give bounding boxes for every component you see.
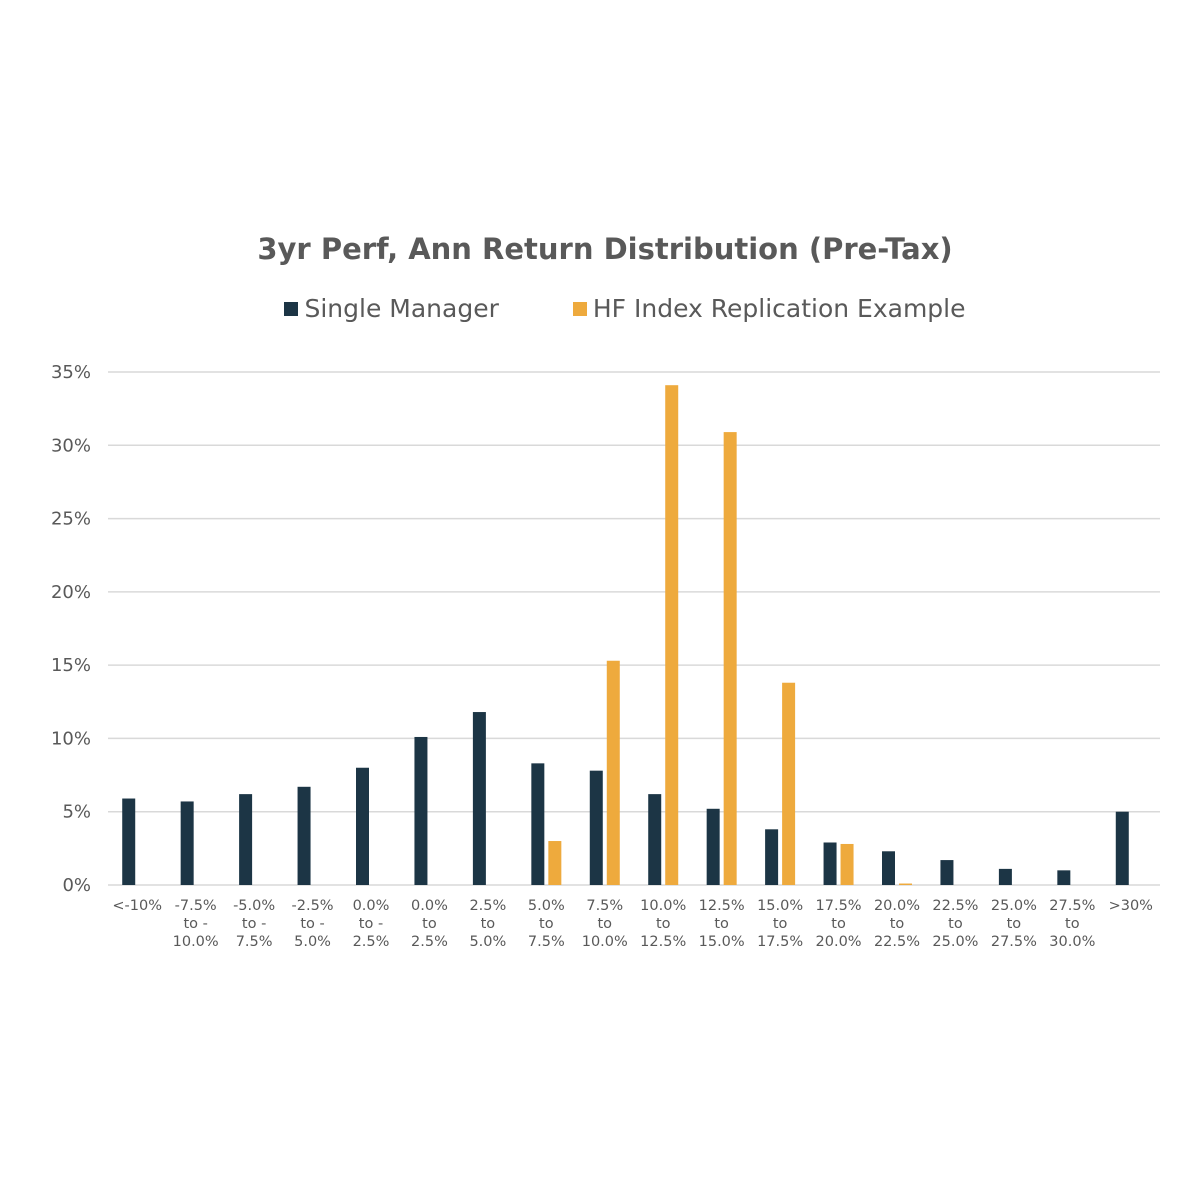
y-tick-label: 20% xyxy=(51,582,91,603)
bar-single-manager xyxy=(414,736,428,885)
x-tick-label: to xyxy=(597,916,612,932)
bar-hf-index xyxy=(782,682,796,885)
x-tick-label: -2.5% xyxy=(292,898,334,914)
x-tick-label: 30.0% xyxy=(1049,934,1095,950)
legend-label-single-manager: Single Manager xyxy=(304,294,499,323)
bar-single-manager xyxy=(998,868,1012,885)
x-tick-label: 17.5% xyxy=(757,934,803,950)
bar-single-manager xyxy=(765,829,779,885)
legend-item-hf-index: HF Index Replication Example xyxy=(572,294,966,323)
x-tick-label: 10.0% xyxy=(173,934,219,950)
x-tick-label: 7.5% xyxy=(528,934,565,950)
x-tick-label: to xyxy=(773,916,788,932)
x-tick-label: 25.0% xyxy=(991,898,1037,914)
x-tick-label: 17.5% xyxy=(816,898,862,914)
x-tick-label: 10.0% xyxy=(582,934,628,950)
x-tick-label: 22.5% xyxy=(932,898,978,914)
legend-label-hf-index: HF Index Replication Example xyxy=(592,294,966,323)
bar-hf-index xyxy=(723,432,737,885)
y-tick-label: 35% xyxy=(51,362,91,383)
bar-single-manager xyxy=(531,763,545,885)
x-tick-label: 2.5% xyxy=(469,898,506,914)
legend: Single Manager HF Index Replication Exam… xyxy=(0,294,1200,323)
bar-single-manager xyxy=(882,851,895,885)
x-tick-label: to xyxy=(1007,916,1022,932)
x-tick-label: to xyxy=(539,916,554,932)
y-tick-label: 5% xyxy=(62,802,91,823)
x-tick-label: 27.5% xyxy=(1049,898,1095,914)
x-tick-label: to - xyxy=(359,916,383,932)
y-tick-label: 30% xyxy=(51,435,91,456)
bar-single-manager xyxy=(180,801,194,885)
x-tick-label: 5.0% xyxy=(469,934,506,950)
bar-single-manager xyxy=(648,794,662,885)
x-tick-label: 27.5% xyxy=(991,934,1037,950)
legend-swatch-single-manager xyxy=(284,301,299,316)
bar-single-manager xyxy=(297,786,311,885)
x-tick-label: -5.0% xyxy=(233,898,275,914)
bar-hf-index xyxy=(840,843,854,885)
bar-single-manager xyxy=(239,794,253,885)
bar-single-manager xyxy=(823,842,837,885)
x-tick-label: 0.0% xyxy=(411,898,448,914)
bar-hf-index xyxy=(665,385,679,885)
bar-single-manager xyxy=(1115,811,1129,885)
bar-single-manager xyxy=(472,712,486,885)
x-tick-label: -7.5% xyxy=(175,898,217,914)
x-tick-label: to - xyxy=(183,916,207,932)
bar-hf-index xyxy=(606,660,620,885)
y-tick-label: 10% xyxy=(51,728,91,749)
x-tick-label: to xyxy=(831,916,846,932)
x-tick-label: to xyxy=(1065,916,1080,932)
x-tick-label: 0.0% xyxy=(353,898,390,914)
x-tick-label: >30% xyxy=(1109,898,1153,914)
legend-item-single-manager: Single Manager xyxy=(284,294,499,323)
bar-single-manager xyxy=(706,808,720,885)
bar-single-manager xyxy=(122,798,136,885)
bar-single-manager xyxy=(356,767,369,885)
x-tick-label: 22.5% xyxy=(874,934,920,950)
x-tick-label: 12.5% xyxy=(640,934,686,950)
y-tick-label: 0% xyxy=(62,875,91,896)
x-tick-label: <-10% xyxy=(112,898,162,914)
x-tick-label: 7.5% xyxy=(586,898,623,914)
bar-hf-index xyxy=(899,883,912,885)
x-tick-label: to xyxy=(422,916,437,932)
x-tick-label: 20.0% xyxy=(874,898,920,914)
x-tick-label: 12.5% xyxy=(699,898,745,914)
x-tick-label: to xyxy=(714,916,729,932)
x-tick-label: 25.0% xyxy=(932,934,978,950)
y-tick-label: 15% xyxy=(51,655,91,676)
x-tick-label: 5.0% xyxy=(528,898,565,914)
x-tick-label: 7.5% xyxy=(236,934,273,950)
x-tick-label: to xyxy=(948,916,963,932)
x-tick-label: to - xyxy=(300,916,324,932)
x-tick-label: to - xyxy=(242,916,266,932)
x-tick-label: 2.5% xyxy=(411,934,448,950)
y-tick-label: 25% xyxy=(51,509,91,530)
x-tick-label: to xyxy=(890,916,905,932)
x-tick-label: 10.0% xyxy=(640,898,686,914)
x-tick-label: to xyxy=(481,916,496,932)
bar-single-manager xyxy=(589,770,603,885)
x-tick-label: 15.0% xyxy=(699,934,745,950)
legend-swatch-hf-index xyxy=(572,301,587,316)
bar-single-manager xyxy=(1057,870,1071,885)
chart-title: 3yr Perf, Ann Return Distribution (Pre-T… xyxy=(257,232,953,266)
x-tick-label: 15.0% xyxy=(757,898,803,914)
x-tick-label: 2.5% xyxy=(353,934,390,950)
bar-single-manager xyxy=(940,860,954,885)
x-tick-label: to xyxy=(656,916,671,932)
bar-hf-index xyxy=(548,841,562,885)
x-tick-label: 5.0% xyxy=(294,934,331,950)
x-tick-label: 20.0% xyxy=(816,934,862,950)
